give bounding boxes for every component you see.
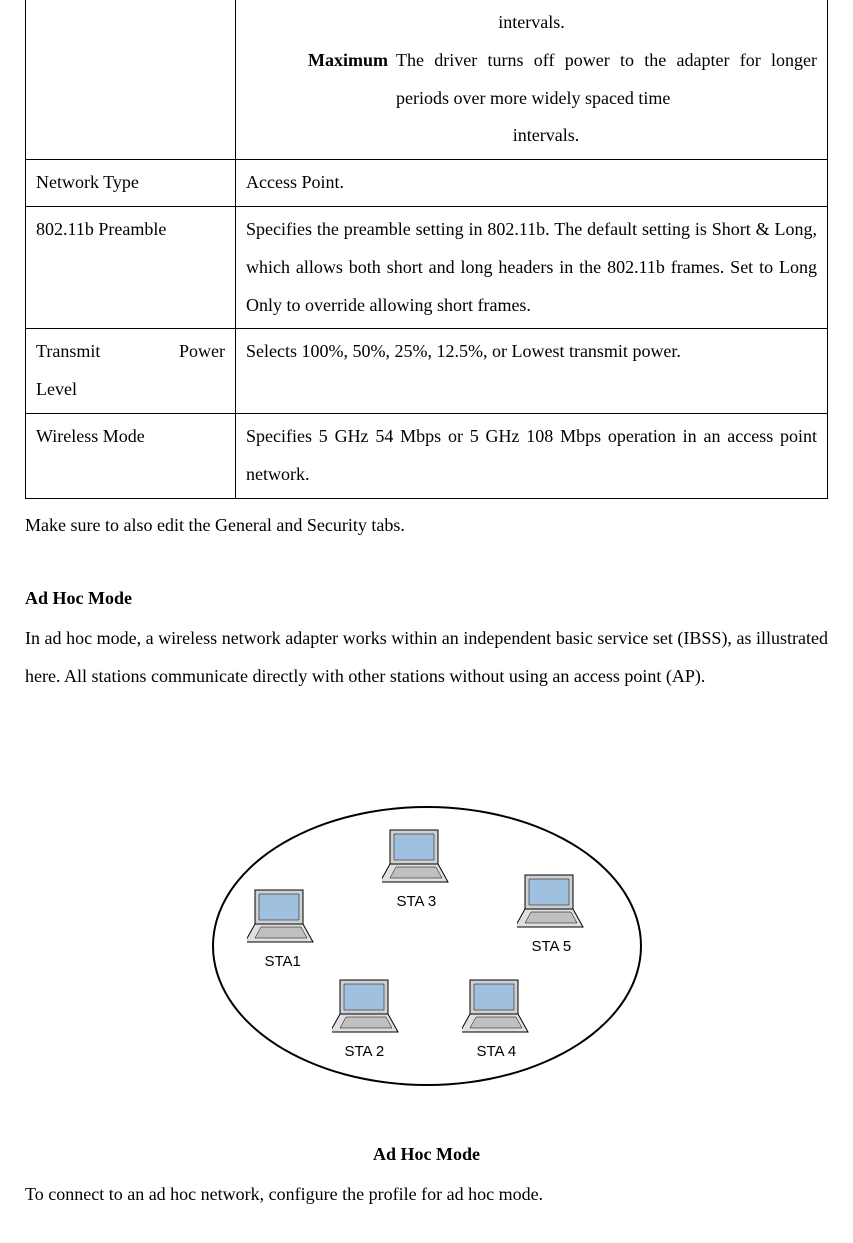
station-5-label: STA 5 — [532, 931, 572, 963]
network-type-value: Access Point. — [236, 160, 828, 207]
settings-table: intervals. Maximum The driver turns off … — [25, 0, 828, 499]
station-2-label: STA 2 — [345, 1036, 385, 1068]
network-type-label: Network Type — [26, 160, 236, 207]
transmit-power-value: Selects 100%, 50%, 25%, 12.5%, or Lowest… — [236, 329, 828, 414]
maximum-label: Maximum — [246, 42, 396, 118]
intervals-text-2: intervals. — [471, 117, 621, 155]
figure-caption: Ad Hoc Mode — [25, 1136, 828, 1174]
adhoc-para: In ad hoc mode, a wireless network adapt… — [25, 620, 828, 696]
preamble-label: 802.11b Preamble — [26, 206, 236, 328]
adhoc-heading: Ad Hoc Mode — [25, 580, 828, 618]
closing-text: To connect to an ad hoc network, configu… — [25, 1176, 828, 1214]
preamble-value: Specifies the preamble setting in 802.11… — [236, 206, 828, 328]
transmit-power-label: Transmit Power Level — [26, 329, 236, 414]
station-1-label: STA1 — [265, 946, 301, 978]
adhoc-diagram: STA1 STA 2 STA 3 STA 4 STA 5 — [217, 796, 637, 1096]
maximum-text: The driver turns off power to the adapte… — [396, 42, 817, 118]
station-4-label: STA 4 — [477, 1036, 517, 1068]
intervals-text-1: intervals. — [457, 4, 607, 42]
after-table-text: Make sure to also edit the General and S… — [25, 507, 828, 545]
station-3-label: STA 3 — [397, 886, 437, 918]
wireless-mode-value: Specifies 5 GHz 54 Mbps or 5 GHz 108 Mbp… — [236, 413, 828, 498]
wireless-mode-label: Wireless Mode — [26, 413, 236, 498]
